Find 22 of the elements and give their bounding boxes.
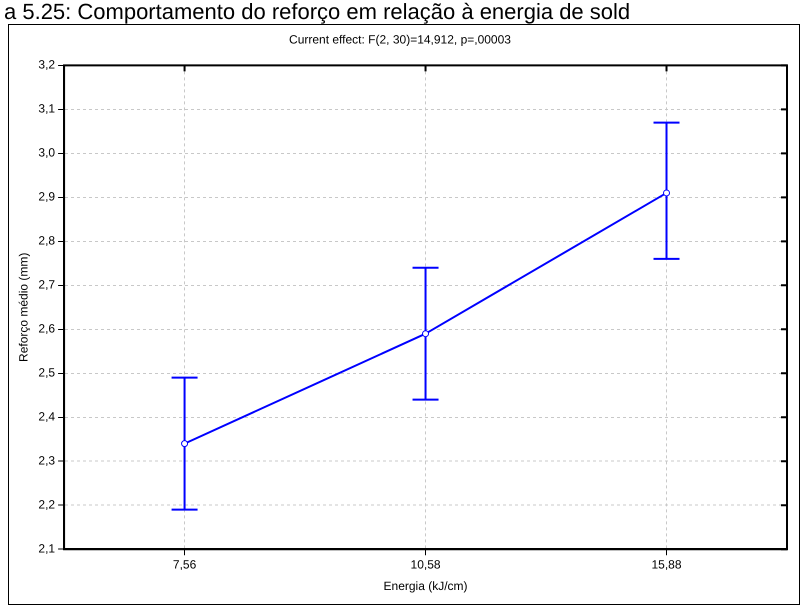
- chart-title: Current effect: F(2, 30)=14,912, p=,00003: [289, 32, 512, 47]
- x-tick-label: 10,58: [410, 558, 441, 572]
- x-tick-label: 15,88: [652, 558, 682, 572]
- point: [422, 330, 430, 338]
- y-tick-label: 2,5: [38, 366, 56, 380]
- y-tick-label: 2,4: [38, 410, 56, 424]
- y-tick-label: 2,2: [38, 498, 56, 512]
- y-tick-label: 2,8: [38, 234, 56, 248]
- y-tick-label: 2,3: [38, 454, 56, 468]
- y-tick-label: 2,6: [38, 322, 56, 336]
- point: [181, 440, 188, 448]
- x-tick-label: 7,56: [172, 558, 197, 572]
- y-tick-label: 2,7: [38, 278, 56, 292]
- y-tick-label: 2,1: [38, 542, 56, 556]
- x-axis-title: Energia (kJ/cm): [384, 579, 468, 594]
- y-tick-label: 3,0: [38, 146, 56, 160]
- point: [663, 189, 670, 196]
- y-tick-label: 2,9: [38, 190, 56, 204]
- y-axis-title: Reforço médio (mm): [16, 252, 31, 362]
- chart-subtitle: a 5.25: Comportamento do reforço em relação à energia de sold: [4, 0, 630, 24]
- y-tick-label: 3,2: [38, 58, 56, 72]
- y-tick-label: 3,1: [38, 102, 56, 116]
